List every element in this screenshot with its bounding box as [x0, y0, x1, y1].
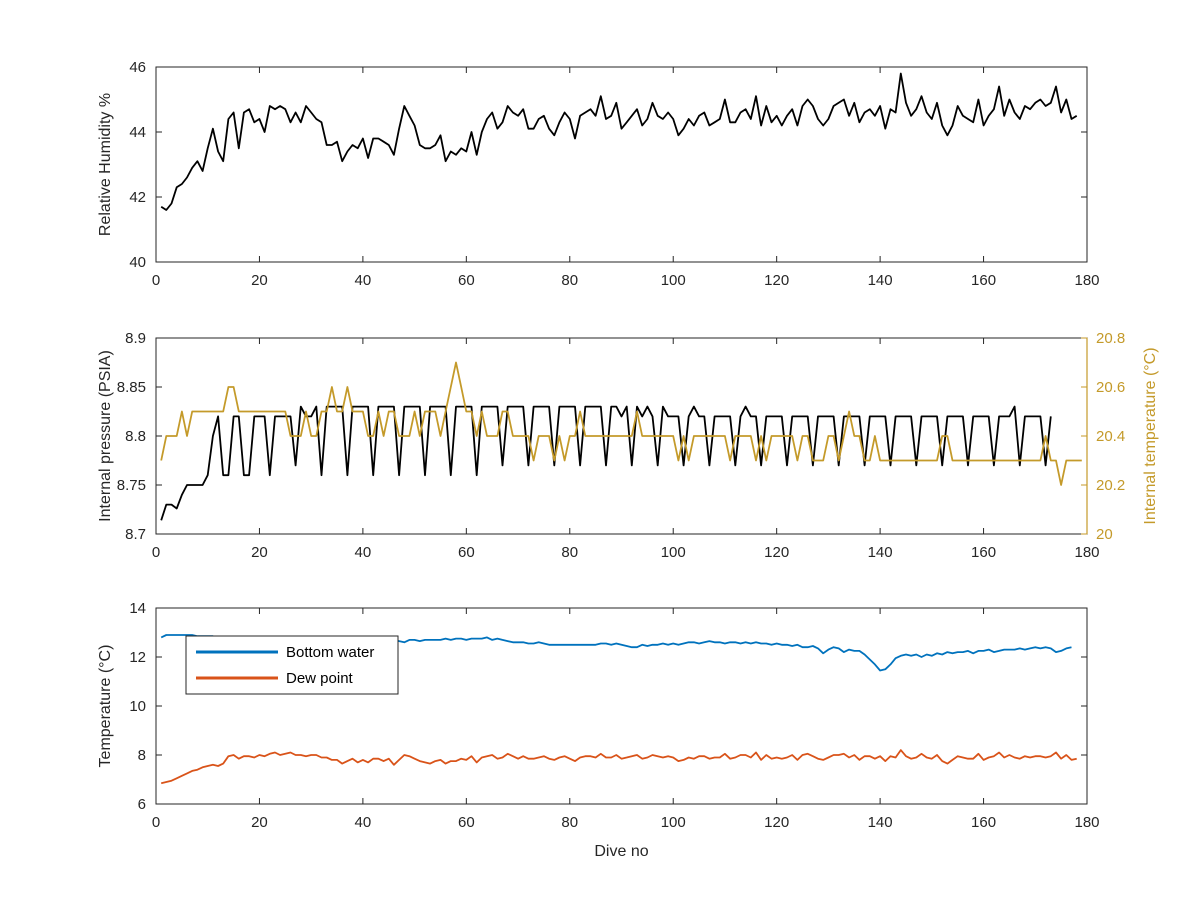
series-line-middle-0: [160, 405, 1052, 521]
y-tick-label: 6: [138, 796, 146, 813]
x-tick-label: 120: [764, 272, 789, 289]
x-tick-label: 60: [458, 544, 475, 561]
y-axis-label: Relative Humidity %: [97, 93, 114, 236]
x-tick-label: 60: [458, 272, 475, 289]
y-tick-label: 8.85: [117, 379, 146, 396]
legend-entry-label: Dew point: [286, 670, 354, 687]
panel-top: 0 20 40 60 80 100 120 140 160 180 40 42 44 46 Relative…: [97, 59, 1100, 289]
y-right-tick-label: 20.8: [1096, 330, 1125, 347]
y-tick-label: 8: [138, 747, 146, 764]
x-tick-label: 40: [355, 272, 372, 289]
panel-middle: 0 20 40 60 80 100 120 140 160 180 8.7 8.75 8.8 8.85 8.…: [97, 330, 1159, 561]
y-axis-label: Internal pressure (PSIA): [97, 350, 114, 522]
x-tick-label: 20: [251, 544, 268, 561]
y-tick-label: 44: [129, 124, 146, 141]
series-line-top-0: [160, 72, 1078, 211]
x-tick-label: 160: [971, 814, 996, 831]
y-right-tick-label: 20.6: [1096, 379, 1125, 396]
x-tick-label: 80: [561, 544, 578, 561]
x-tick-label: 180: [1074, 544, 1099, 561]
x-axis-label: Dive no: [594, 843, 648, 860]
x-tick-label: 140: [868, 272, 893, 289]
x-tick-label: 120: [764, 544, 789, 561]
series-line-middle-1: [160, 361, 1082, 486]
y-tick-label: 10: [129, 698, 146, 715]
y-tick-label: 46: [129, 59, 146, 76]
x-tick-label: 60: [458, 814, 475, 831]
x-tick-label: 0: [152, 814, 160, 831]
y-right-tick-label: 20.4: [1096, 428, 1125, 445]
x-tick-label: 180: [1074, 814, 1099, 831]
x-tick-label: 40: [355, 814, 372, 831]
y-axis-label: Temperature (°C): [97, 645, 114, 768]
legend-entry-label: Bottom water: [286, 644, 374, 661]
x-tick-label: 140: [868, 814, 893, 831]
x-tick-label: 40: [355, 544, 372, 561]
y-tick-label: 12: [129, 649, 146, 666]
legend-box: [185, 635, 399, 695]
legend: Bottom water Dew point: [185, 635, 399, 695]
x-tick-label: 160: [971, 272, 996, 289]
x-tick-label: 100: [661, 544, 686, 561]
y-tick-label: 14: [129, 600, 146, 617]
y-tick-label: 8.9: [125, 330, 146, 347]
y-right-tick-label: 20: [1096, 526, 1113, 543]
x-tick-label: 180: [1074, 272, 1099, 289]
x-tick-label: 80: [561, 814, 578, 831]
x-tick-label: 0: [152, 544, 160, 561]
x-tick-label: 0: [152, 272, 160, 289]
y-tick-label: 8.8: [125, 428, 146, 445]
y-right-axis-label: Internal temperature (°C): [1142, 347, 1159, 524]
y-tick-label: 8.7: [125, 526, 146, 543]
x-tick-label: 80: [561, 272, 578, 289]
series-line-bottom-1: [160, 749, 1077, 785]
panel-bottom: 0 20 40 60 80 100 120 140 160 180 6 8 10 12 14 Temperat…: [97, 600, 1100, 860]
x-tick-label: 120: [764, 814, 789, 831]
x-tick-label: 160: [971, 544, 996, 561]
y-right-tick-label: 20.2: [1096, 477, 1125, 494]
x-tick-label: 20: [251, 814, 268, 831]
y-tick-label: 8.75: [117, 477, 146, 494]
x-tick-label: 100: [661, 272, 686, 289]
x-tick-label: 20: [251, 272, 268, 289]
y-tick-label: 42: [129, 189, 146, 206]
y-tick-label: 40: [129, 254, 146, 271]
x-tick-label: 100: [661, 814, 686, 831]
axes-box-top: [155, 66, 1088, 263]
x-tick-label: 140: [868, 544, 893, 561]
